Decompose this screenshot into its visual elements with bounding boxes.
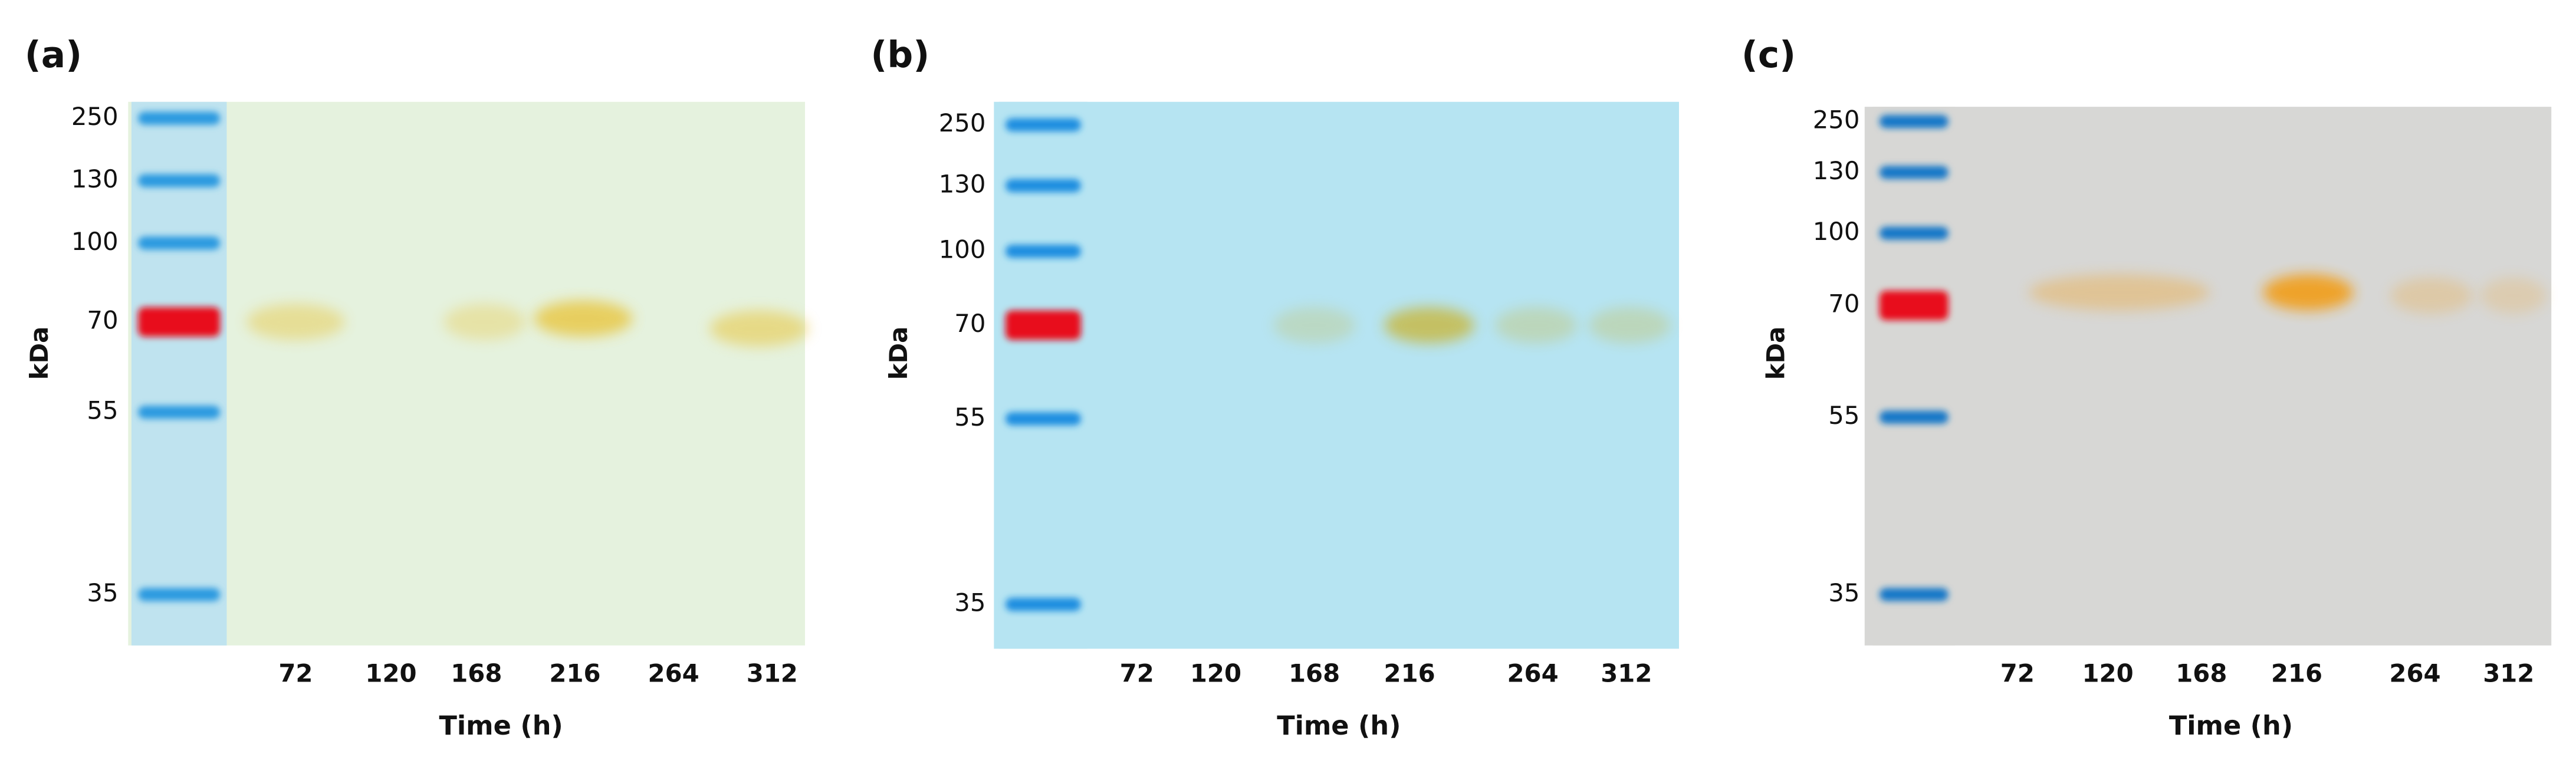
ladder-band	[1879, 410, 1949, 424]
y-axis-label: kDa	[1762, 327, 1790, 380]
lane-label: 72	[1120, 659, 1154, 687]
marker-label: 70	[87, 306, 118, 335]
ladder-band	[138, 588, 221, 601]
marker-label: 100	[1813, 217, 1860, 246]
lane-label: 312	[2483, 659, 2534, 687]
marker-label: 250	[1813, 106, 1860, 134]
panel: (a) 250 130 100 70 55 35 kDa 72 120 168 216 264 312 Ti…	[25, 34, 809, 741]
lane-label: 264	[2389, 659, 2440, 687]
ladder-band	[1005, 118, 1081, 131]
lane-label: 312	[747, 659, 798, 687]
lane-label: 120	[365, 659, 416, 687]
ladder-band	[1879, 291, 1949, 321]
ladder-band	[1879, 166, 1949, 179]
ladder-lane	[998, 101, 1088, 649]
ladder-band	[1005, 412, 1081, 426]
marker-label: 100	[939, 235, 986, 264]
lane-label: 264	[648, 659, 699, 687]
marker-label: 250	[71, 102, 119, 131]
lane-label: 168	[2176, 659, 2227, 687]
gel	[128, 101, 805, 646]
lane-label: 264	[1507, 659, 1558, 687]
x-axis-label: Time (h)	[439, 710, 563, 741]
y-axis-label: kDa	[25, 327, 54, 380]
lane-label: 168	[451, 659, 502, 687]
ladder-band	[138, 174, 221, 187]
x-axis-label: Time (h)	[1277, 710, 1401, 741]
marker-label: 35	[87, 578, 118, 607]
ladder-band	[1005, 245, 1081, 258]
lane-label: 216	[1384, 659, 1435, 687]
marker-label: 70	[954, 309, 985, 338]
ladder-band	[1879, 588, 1949, 601]
lane-label: 120	[1190, 659, 1241, 687]
panel: (b) 250 130 100 70 55 35 kDa 72 120 168 216 264 312 Ti…	[870, 34, 1679, 741]
panel: (c) 250 130 100 70 55 35 kDa 72 120 168 216 264 312 Ti…	[1742, 34, 2552, 741]
lane-label: 312	[1601, 659, 1652, 687]
x-axis-label: Time (h)	[2169, 710, 2293, 741]
band	[534, 300, 633, 337]
ladder-band	[138, 111, 221, 125]
marker-label: 250	[939, 108, 986, 137]
band	[2480, 277, 2547, 314]
ladder-lane	[1872, 107, 1955, 646]
ladder-band	[1879, 115, 1949, 129]
band	[1495, 307, 1578, 344]
ladder-band	[1005, 179, 1081, 192]
ladder-band	[138, 236, 221, 250]
band	[1588, 307, 1671, 344]
gel	[1864, 107, 2552, 646]
band	[246, 304, 345, 340]
band	[709, 310, 809, 347]
panel-label: (b)	[870, 34, 929, 76]
marker-label: 130	[939, 169, 986, 198]
lane-label: 120	[2082, 659, 2133, 687]
ladder-band	[1005, 310, 1081, 340]
band	[443, 304, 526, 340]
lane-label: 168	[1289, 659, 1340, 687]
ladder-lane	[131, 101, 227, 646]
marker-label: 55	[954, 403, 985, 432]
marker-label: 130	[1813, 156, 1860, 185]
gel	[994, 101, 1679, 649]
ladder-band	[138, 406, 221, 419]
band	[1384, 307, 1475, 344]
ladder-band	[1879, 226, 1949, 240]
lane-label: 216	[2271, 659, 2322, 687]
marker-label: 55	[87, 396, 118, 425]
y-axis-label: kDa	[884, 327, 913, 380]
marker-label: 35	[954, 588, 985, 617]
band	[2390, 277, 2473, 314]
band	[2029, 274, 2210, 311]
band	[2263, 274, 2354, 311]
lane-label: 72	[2000, 659, 2035, 687]
panel-label: (c)	[1742, 34, 1796, 76]
ladder-band	[138, 307, 221, 337]
ladder-band	[1005, 598, 1081, 611]
lane-label: 216	[549, 659, 600, 687]
marker-label: 100	[71, 227, 119, 256]
marker-label: 70	[1828, 289, 1859, 318]
panel-label: (a)	[25, 34, 82, 76]
marker-label: 55	[1828, 401, 1859, 430]
band	[1273, 307, 1356, 344]
marker-label: 35	[1828, 578, 1859, 607]
lane-label: 72	[278, 659, 313, 687]
marker-label: 130	[71, 164, 119, 193]
